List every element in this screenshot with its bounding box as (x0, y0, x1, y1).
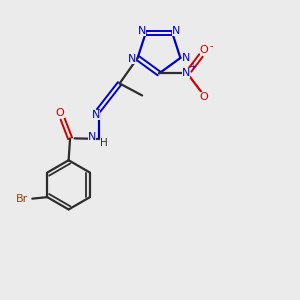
Text: N: N (128, 55, 136, 64)
Text: N: N (92, 110, 100, 120)
Text: N: N (182, 53, 190, 63)
Text: -: - (210, 41, 213, 51)
Text: Br: Br (16, 194, 28, 204)
Text: O: O (56, 108, 64, 118)
Text: O: O (200, 92, 208, 102)
Text: N: N (182, 68, 190, 79)
Text: N: N (138, 26, 146, 36)
Text: N: N (88, 133, 96, 142)
Text: O: O (200, 45, 208, 55)
Text: H: H (100, 138, 108, 148)
Text: N: N (172, 26, 180, 36)
Text: +: + (189, 62, 196, 71)
